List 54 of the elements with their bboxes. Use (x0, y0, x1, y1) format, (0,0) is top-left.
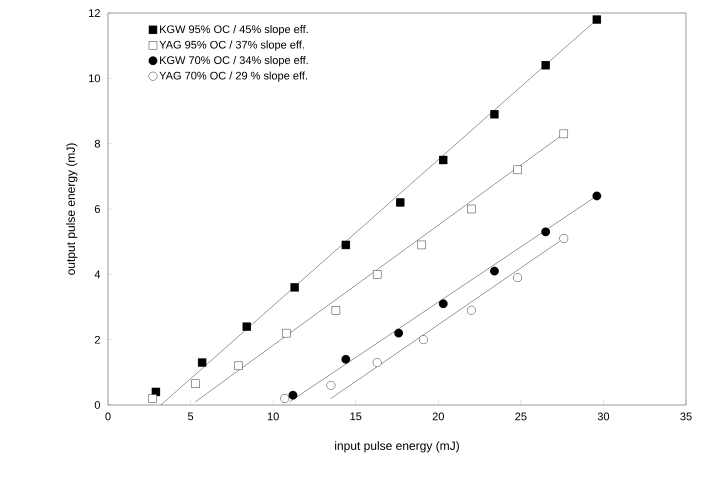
y-tick-label: 6 (94, 205, 100, 213)
point (513, 273, 522, 282)
y-tick-label: 0 (94, 401, 100, 409)
point (148, 394, 157, 403)
point (191, 380, 200, 388)
point (290, 283, 299, 292)
y-tick-label: 10 (89, 74, 100, 82)
point (234, 362, 243, 370)
x-tick-label: 20 (432, 412, 444, 420)
point (419, 335, 428, 344)
point (396, 198, 405, 207)
x-tick-label: 35 (680, 412, 692, 420)
point (541, 61, 550, 70)
point (326, 381, 336, 390)
legend-label: YAG 70% OC / 29 % slope eff. (159, 71, 307, 82)
y-axis-title: output pulse energy (mJ) (66, 143, 78, 275)
point (332, 306, 340, 314)
point (438, 299, 448, 308)
point (372, 358, 382, 367)
point (280, 394, 290, 403)
legend-label: YAG 95% OC / 37% slope eff. (159, 40, 304, 51)
point (418, 240, 426, 250)
point (560, 130, 568, 138)
x-tick-label: 10 (268, 412, 279, 420)
x-tick-label: 5 (188, 412, 194, 420)
point (341, 354, 350, 364)
point (467, 204, 476, 214)
point (490, 266, 499, 276)
point (372, 270, 382, 279)
point (559, 234, 568, 243)
point (490, 110, 499, 118)
point (592, 15, 602, 24)
point (541, 227, 550, 236)
point (282, 328, 291, 338)
point (198, 358, 206, 367)
point (394, 328, 404, 338)
point (513, 166, 522, 174)
x-tick-label: 15 (350, 412, 362, 420)
x-axis-title: input pulse energy (mJ) (335, 441, 459, 452)
point (342, 240, 350, 250)
point (592, 192, 602, 200)
x-tick-label: 30 (598, 412, 610, 420)
x-tick-label: 0 (105, 412, 111, 420)
y-tick-label: 4 (94, 270, 100, 278)
x-tick-label: 25 (515, 412, 527, 420)
y-tick-label: 2 (94, 336, 100, 344)
legend-label: KGW 70% OC / 34% slope eff. (160, 56, 308, 66)
point (466, 306, 476, 315)
point (242, 322, 251, 331)
point (288, 390, 298, 400)
y-tick-label: 8 (94, 140, 100, 148)
point (439, 156, 448, 164)
y-tick-label: 12 (89, 9, 100, 17)
legend-label: KGW 95% OC / 45% slope eff. (160, 25, 308, 36)
